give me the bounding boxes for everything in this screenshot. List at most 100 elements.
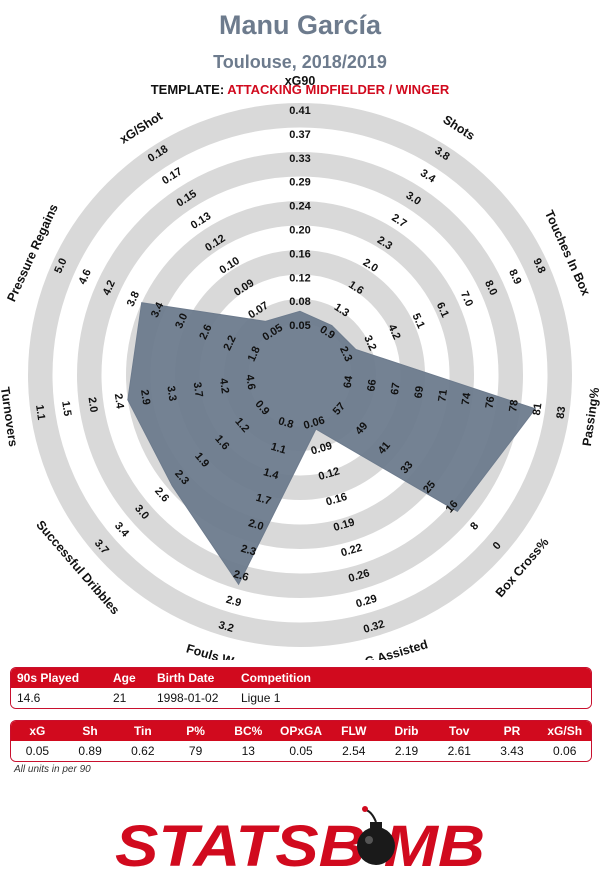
statsbomb-logo: STATSB MB [115,806,485,879]
info-header-cell: Birth Date [157,671,215,685]
radar-scale-label: 1.1 [269,441,287,457]
radar-scale-label: 76 [484,395,498,409]
radar-scale-label: 0.20 [289,224,310,236]
radar-scale-label: 7.0 [458,290,475,309]
radar-scale-label: 0.08 [289,296,310,308]
radar-scale-label: 2.6 [232,568,250,584]
radar-scale-label: 8.9 [506,267,523,286]
radar-scale-label: 3.0 [173,312,190,331]
radar-scale-label: 71 [436,389,450,403]
radar-scale-label: 8 [468,520,481,532]
radar-scale-label: 1.4 [262,466,281,482]
radar-metric-label: Passing% [580,387,600,447]
radar-scale-label: 4.2 [217,377,231,394]
radar-scale-label: 0.19 [332,516,356,534]
stats-value-cell: 0.62 [131,744,155,758]
radar-scale-label: 3.4 [418,167,438,186]
radar-scale-label: 8.0 [482,278,499,297]
team-season: Toulouse, 2018/2019 [213,52,387,72]
radar-scale-label: 1.7 [254,492,272,508]
radar-scale-label: 3.3 [164,385,178,402]
radar-scale-label: 1.5 [59,400,73,417]
radar-center [281,356,319,394]
radar-metric-label: Fouls Won [185,641,250,660]
radar-ring [28,103,572,647]
radar-scale-label: 2.7 [389,212,408,230]
radar-scale-label: 3.4 [112,520,132,540]
template-label: TEMPLATE: [150,82,225,97]
radar-scale-label: 0.16 [325,491,349,509]
radar-scale-label: 0.12 [317,465,341,483]
radar-scale-label: 0.29 [355,593,379,611]
info-header-cell: 90s Played [17,671,80,685]
radar-scale-label: 0.37 [289,129,310,141]
stats-value-cell: 79 [188,744,203,758]
radar-scale-label: 0.12 [289,272,310,284]
info-value-cell: Ligue 1 [241,691,281,705]
radar-scale-label: 4.6 [77,267,94,286]
radar-metric-label: Shots [441,112,478,143]
radar-scale-label: 0.33 [289,153,310,165]
radar-scale-label: 0.29 [289,177,310,189]
radar-scale-label: 78 [507,399,521,413]
radar-scale-label: 4.6 [243,374,257,391]
radar-scale-label: 2.2 [221,334,238,353]
radar-scale-label: 6.1 [434,301,451,320]
radar-scale-label: 0.26 [347,567,371,585]
radar-scale-label: 1.8 [246,345,263,364]
info-table-row: 14.6 21 1998-01-02 Ligue 1 [11,688,591,708]
stats-value-cell: 0.05 [289,744,313,758]
radar-scale-label: 2.9 [224,594,242,610]
info-table-header: 90s Played Age Birth Date Competition [11,668,591,688]
radar-scale-label: 0.09 [310,440,334,458]
radar-scale-label: 64 [342,374,356,389]
stats-header-cell: PR [503,724,521,738]
info-header-cell: Competition [241,671,311,685]
stats-header-cell: P% [186,724,205,738]
radar-scale-label: 2.4 [112,393,126,411]
player-name: Manu García [218,10,382,40]
info-header-cell: Age [113,671,136,685]
stats-header-cell: xG/Sh [547,724,583,738]
info-value-cell: 21 [113,691,127,705]
stats-header-cell: OPxGA [280,724,323,738]
radar-scale-label: 0.24 [289,201,311,213]
radar-scale-label: 66 [365,378,379,392]
radar-scale-label: 2.3 [337,345,354,364]
stats-header-cell: Drib [394,724,419,738]
radar-scale-label: 0.06 [302,414,326,432]
radar-scale-label: 0.17 [160,165,185,187]
radar-scale-label: 4.2 [101,278,118,297]
radar-scale-label: 0.32 [362,618,386,636]
stats-value-cell: 2.19 [394,744,419,758]
radar-scale-label: 2.3 [239,543,257,559]
radar-metric-label: xG/Shot [117,108,166,146]
radar-scale-label: 0.16 [289,248,310,260]
radar-scale-label: 2.9 [138,389,152,406]
info-table: 90s Played Age Birth Date Competition 14… [10,667,592,709]
radar-scale-label: 3.7 [191,381,205,398]
info-value-cell: 1998-01-02 [157,691,219,705]
stats-table-row: 0.05 0.89 0.62 79 13 0.05 2.54 2.19 2.61… [11,741,591,761]
info-value-cell: 14.6 [17,691,41,705]
radar-scale-label: 67 [389,382,403,396]
radar-polygon [127,302,537,586]
stats-header-cell: Tov [449,724,470,738]
radar-scale-label: 0.22 [340,542,364,560]
stats-table: xG Sh Tin P% BC% OPxGA FLW Drib Tov PR x… [10,720,592,762]
template-line: TEMPLATE: ATTACKING MIDFIELDER / WINGER [0,82,600,97]
template-value: ATTACKING MIDFIELDER / WINGER [227,82,450,97]
stats-value-cell: 0.89 [78,744,102,758]
radar-scale-label: 83 [555,406,569,420]
radar-scale-label: 3.2 [361,334,378,353]
stats-table-header: xG Sh Tin P% BC% OPxGA FLW Drib Tov PR x… [11,721,591,741]
units-footnote: All units in per 90 [14,764,91,775]
radar-scale-label: 2.6 [197,323,214,342]
radar-scale-label: 3.8 [125,290,142,309]
radar-scale-label: 1.1 [33,404,47,421]
radar-scale-label: 3.2 [217,619,235,635]
radar-metric-label: xG90 [285,74,316,88]
radar-scale-label: 0.8 [277,415,295,431]
radar-ring [77,152,523,598]
radar-scale-label: 74 [460,391,474,406]
